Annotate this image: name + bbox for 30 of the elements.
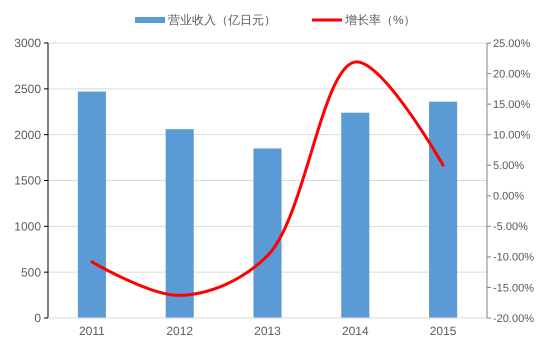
y2-tick-label: 10.00% — [493, 130, 531, 142]
x-tick-label: 2012 — [166, 324, 194, 338]
y-tick-label: 0 — [34, 311, 42, 326]
x-tick-label: 2015 — [430, 324, 457, 338]
y-tick-label: 1500 — [14, 174, 42, 188]
x-tick-label: 2011 — [78, 324, 106, 338]
y-tick-label: 1000 — [14, 220, 42, 234]
y2-tick-label: 25.00% — [493, 38, 531, 50]
bar — [341, 112, 370, 318]
y2-tick-label: 5.00% — [493, 160, 524, 172]
y-tick-label: 3000 — [14, 36, 42, 50]
y2-tick-label: 15.00% — [493, 98, 531, 111]
legend-label: 增长率（%） — [344, 13, 416, 28]
legend-label: 营业收入（亿日元） — [168, 13, 276, 28]
y2-tick-label: 20.00% — [493, 68, 531, 80]
y-tick-label: 500 — [20, 265, 42, 280]
bar — [253, 148, 282, 318]
x-tick-label: 2014 — [342, 324, 369, 338]
y2-tick-label: -20.00% — [493, 312, 534, 325]
y-tick-label: 2500 — [14, 82, 42, 96]
y2-tick-label: 0.00% — [493, 190, 524, 203]
bar — [166, 129, 194, 318]
y2-tick-label: -5.00% — [493, 221, 528, 234]
bar — [429, 102, 458, 318]
x-tick-label: 2013 — [254, 324, 282, 338]
y2-tick-label: -10.00% — [493, 252, 534, 264]
bar — [78, 92, 106, 318]
y2-tick-label: -15.00% — [493, 282, 534, 294]
line-series — [90, 60, 445, 297]
y-tick-label: 2000 — [14, 128, 42, 142]
